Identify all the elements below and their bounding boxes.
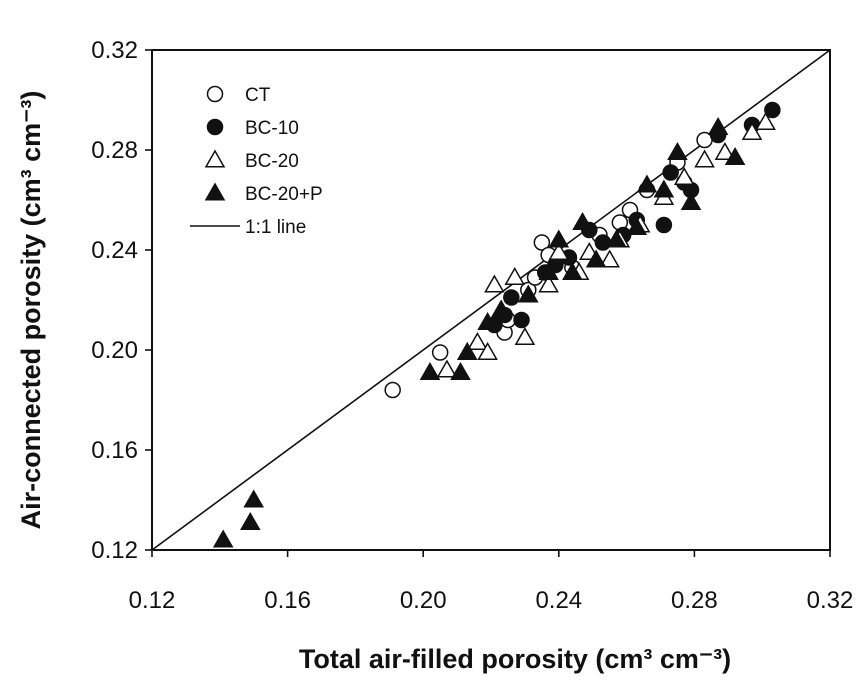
legend-label-bc-10: BC-10 — [245, 118, 299, 139]
y-tick-label: 0.20 — [91, 337, 138, 364]
data-point-bc-20 — [538, 274, 559, 293]
y-axis-title: Air-connected porosity (cm³ cm⁻³) — [16, 91, 46, 530]
legend-marker-ct — [206, 85, 224, 103]
data-point-bc-20-p — [680, 191, 702, 210]
data-point-bc-20-p — [626, 216, 648, 235]
legend: CT BC-10 BC-20 BC-20+P 1:1 line — [190, 85, 323, 238]
plot-frame — [151, 49, 831, 551]
y-tick-label: 0.12 — [91, 537, 138, 564]
data-point-bc-20-p — [636, 174, 658, 193]
x-axis-title: Total air-filled porosity (cm³ cm⁻³) — [299, 644, 731, 674]
legend-label-one-to-one-line: 1:1 line — [245, 217, 306, 238]
x-tick-label: 0.24 — [535, 587, 582, 614]
data-point-bc-20 — [467, 331, 488, 350]
data-point-bc-20 — [741, 121, 763, 140]
legend-marker-bc-20 — [204, 149, 226, 168]
data-point-bc-20 — [436, 359, 458, 378]
y-tick-label: 0.16 — [91, 437, 138, 464]
data-point-bc-10 — [764, 101, 781, 119]
x-tick-label: 0.28 — [671, 587, 718, 614]
data-point-bc-20 — [514, 326, 536, 345]
data-point-bc-20-p — [572, 211, 593, 230]
data-point-bc-20-p — [419, 361, 441, 380]
data-point-bc-20 — [484, 274, 505, 293]
data-point-bc-20 — [755, 111, 776, 130]
data-point-bc-20 — [548, 241, 570, 260]
data-point-bc-20 — [599, 249, 620, 268]
series-bc-20-p — [212, 116, 746, 548]
data-point-bc-20-p — [538, 261, 559, 280]
x-tick-label: 0.12 — [129, 587, 176, 614]
data-point-ct — [384, 381, 401, 399]
data-point-bc-20-p — [667, 141, 688, 160]
data-point-bc-20-p — [477, 311, 498, 330]
data-point-bc-20-p — [707, 116, 729, 135]
data-point-bc-20-p — [606, 229, 627, 248]
data-point-bc-20-p — [450, 361, 471, 380]
data-point-bc-20 — [694, 149, 715, 168]
legend-label-ct: CT — [245, 85, 271, 106]
data-point-ct — [533, 234, 551, 251]
data-point-bc-20-p — [243, 489, 264, 508]
data-point-bc-20-p — [490, 299, 512, 318]
data-point-bc-20-p — [240, 511, 261, 530]
data-point-bc-20-p — [653, 179, 675, 198]
y-tick-label: 0.28 — [91, 137, 138, 164]
x-tick-label: 0.32 — [807, 587, 854, 614]
data-point-bc-20-p — [517, 284, 539, 303]
y-tick-label: 0.32 — [91, 37, 138, 64]
data-point-bc-20-p — [585, 249, 607, 268]
x-tick-label: 0.16 — [264, 587, 311, 614]
data-point-bc-20-p — [548, 229, 570, 248]
legend-label-bc-20-p: BC-20+P — [245, 184, 323, 205]
data-point-bc-10 — [594, 234, 612, 251]
data-point-bc-10 — [662, 164, 679, 181]
data-point-bc-10 — [513, 311, 530, 329]
data-point-bc-20 — [504, 266, 526, 285]
data-point-bc-20-p — [562, 261, 583, 280]
legend-marker-bc-20-p — [204, 182, 226, 201]
data-point-bc-10 — [655, 216, 673, 234]
data-point-bc-20 — [714, 141, 736, 160]
data-point-ct — [431, 344, 449, 361]
data-point-bc-10 — [503, 289, 520, 306]
data-point-bc-20 — [673, 166, 695, 185]
data-point-bc-20-p — [212, 529, 234, 548]
legend-label-bc-20: BC-20 — [245, 151, 299, 172]
legend-marker-bc-10 — [206, 118, 224, 136]
data-point-bc-20-p — [456, 341, 478, 360]
data-point-bc-20-p — [724, 146, 746, 165]
data-point-bc-20 — [477, 341, 498, 360]
x-tick-label: 0.20 — [400, 587, 447, 614]
y-tick-label: 0.24 — [91, 237, 138, 264]
